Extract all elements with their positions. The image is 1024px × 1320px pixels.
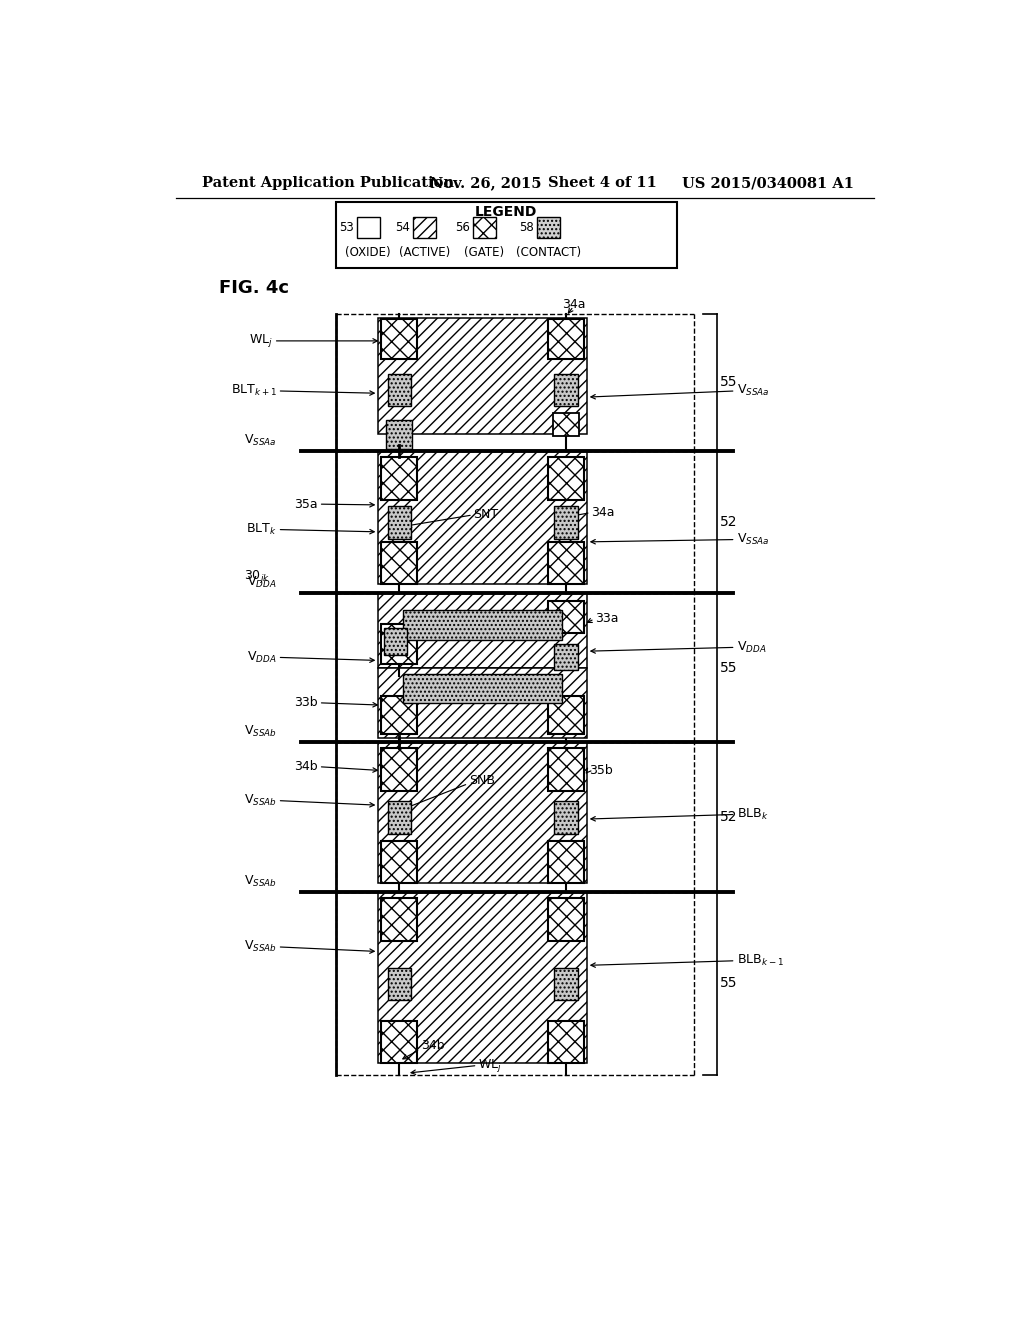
Bar (378, 594, 587, 668)
Text: SNB: SNB (469, 774, 495, 787)
Text: V$_{SSAa}$: V$_{SSAa}$ (737, 383, 770, 399)
Bar (473, 216, 496, 239)
Bar (381, 541, 417, 585)
Bar (548, 457, 584, 499)
Text: V$_{SSAa}$: V$_{SSAa}$ (245, 433, 276, 447)
Bar (414, 216, 436, 239)
Bar (381, 841, 417, 883)
Text: (ACTIVE): (ACTIVE) (399, 246, 451, 259)
Bar (554, 801, 578, 834)
Bar (378, 318, 587, 434)
Bar (381, 748, 417, 791)
Text: 35b: 35b (589, 764, 613, 777)
Text: BLT$_{k+1}$: BLT$_{k+1}$ (231, 383, 276, 399)
Bar (548, 899, 584, 941)
Text: V$_{DDA}$: V$_{DDA}$ (247, 576, 276, 590)
Bar (548, 748, 584, 791)
Text: 52: 52 (720, 810, 737, 824)
Text: Sheet 4 of 11: Sheet 4 of 11 (548, 176, 657, 190)
Bar (381, 1020, 417, 1063)
Text: 33b: 33b (294, 696, 317, 709)
Text: V$_{SSAb}$: V$_{SSAb}$ (244, 793, 276, 808)
Text: (GATE): (GATE) (465, 246, 505, 259)
Text: US 2015/0340081 A1: US 2015/0340081 A1 (682, 176, 854, 190)
Text: FIG. 4c: FIG. 4c (219, 279, 290, 297)
Bar (384, 628, 407, 655)
Bar (553, 413, 579, 436)
Text: 55: 55 (720, 375, 737, 389)
Text: BLB$_k$: BLB$_k$ (737, 807, 769, 822)
Bar (388, 507, 411, 539)
Text: V$_{DDA}$: V$_{DDA}$ (247, 649, 276, 665)
Text: 55: 55 (720, 661, 737, 675)
Text: 53: 53 (339, 222, 353, 234)
Bar (381, 696, 417, 734)
Text: 33a: 33a (595, 612, 618, 626)
Bar (538, 216, 560, 239)
Text: 34a: 34a (562, 298, 586, 312)
Bar (403, 610, 562, 640)
Bar (356, 216, 380, 239)
Text: V$_{SSAa}$: V$_{SSAa}$ (737, 532, 770, 546)
Text: 54: 54 (395, 222, 410, 234)
Text: BLB$_{k-1}$: BLB$_{k-1}$ (737, 953, 784, 969)
Text: V$_{SSAb}$: V$_{SSAb}$ (244, 874, 276, 888)
Bar (378, 668, 587, 738)
Bar (554, 968, 578, 1001)
Text: LEGEND: LEGEND (475, 206, 538, 219)
Bar (554, 507, 578, 539)
Text: 52: 52 (720, 515, 737, 529)
Bar (388, 968, 411, 1001)
Bar (386, 420, 413, 449)
Bar (548, 696, 584, 734)
Text: BLT$_k$: BLT$_k$ (246, 521, 276, 537)
Text: 30$_{jk}$: 30$_{jk}$ (244, 568, 270, 585)
Text: Nov. 26, 2015: Nov. 26, 2015 (430, 176, 542, 190)
Text: 58: 58 (519, 222, 535, 234)
Bar (378, 742, 587, 883)
Bar (381, 899, 417, 941)
Text: V$_{DDA}$: V$_{DDA}$ (737, 640, 767, 655)
Bar (403, 673, 562, 702)
Bar (378, 451, 587, 585)
Bar (548, 318, 584, 359)
Text: (OXIDE): (OXIDE) (345, 246, 391, 259)
Text: WL$_j$: WL$_j$ (249, 333, 273, 350)
Bar (388, 801, 411, 834)
Text: (CONTACT): (CONTACT) (516, 246, 582, 259)
Bar (554, 374, 578, 407)
Bar (548, 841, 584, 883)
Text: V$_{SSAb}$: V$_{SSAb}$ (244, 940, 276, 954)
Text: SNT: SNT (473, 508, 498, 521)
Bar (548, 541, 584, 585)
Text: Patent Application Publication: Patent Application Publication (202, 176, 454, 190)
Bar (388, 374, 411, 407)
Bar (548, 1020, 584, 1063)
Text: 34a: 34a (592, 506, 615, 519)
Text: 35a: 35a (294, 498, 317, 511)
Bar (381, 318, 417, 359)
Text: 34b: 34b (421, 1039, 444, 1052)
Bar (381, 624, 417, 664)
Bar (554, 644, 578, 671)
Text: 55: 55 (720, 977, 737, 990)
Text: 56: 56 (455, 222, 470, 234)
Text: WL$_j$: WL$_j$ (478, 1057, 502, 1074)
Text: V$_{SSAb}$: V$_{SSAb}$ (244, 723, 276, 739)
Bar (378, 892, 587, 1063)
Text: 34b: 34b (294, 760, 317, 774)
Bar (381, 457, 417, 499)
Bar (336, 202, 677, 268)
Bar (548, 601, 584, 634)
